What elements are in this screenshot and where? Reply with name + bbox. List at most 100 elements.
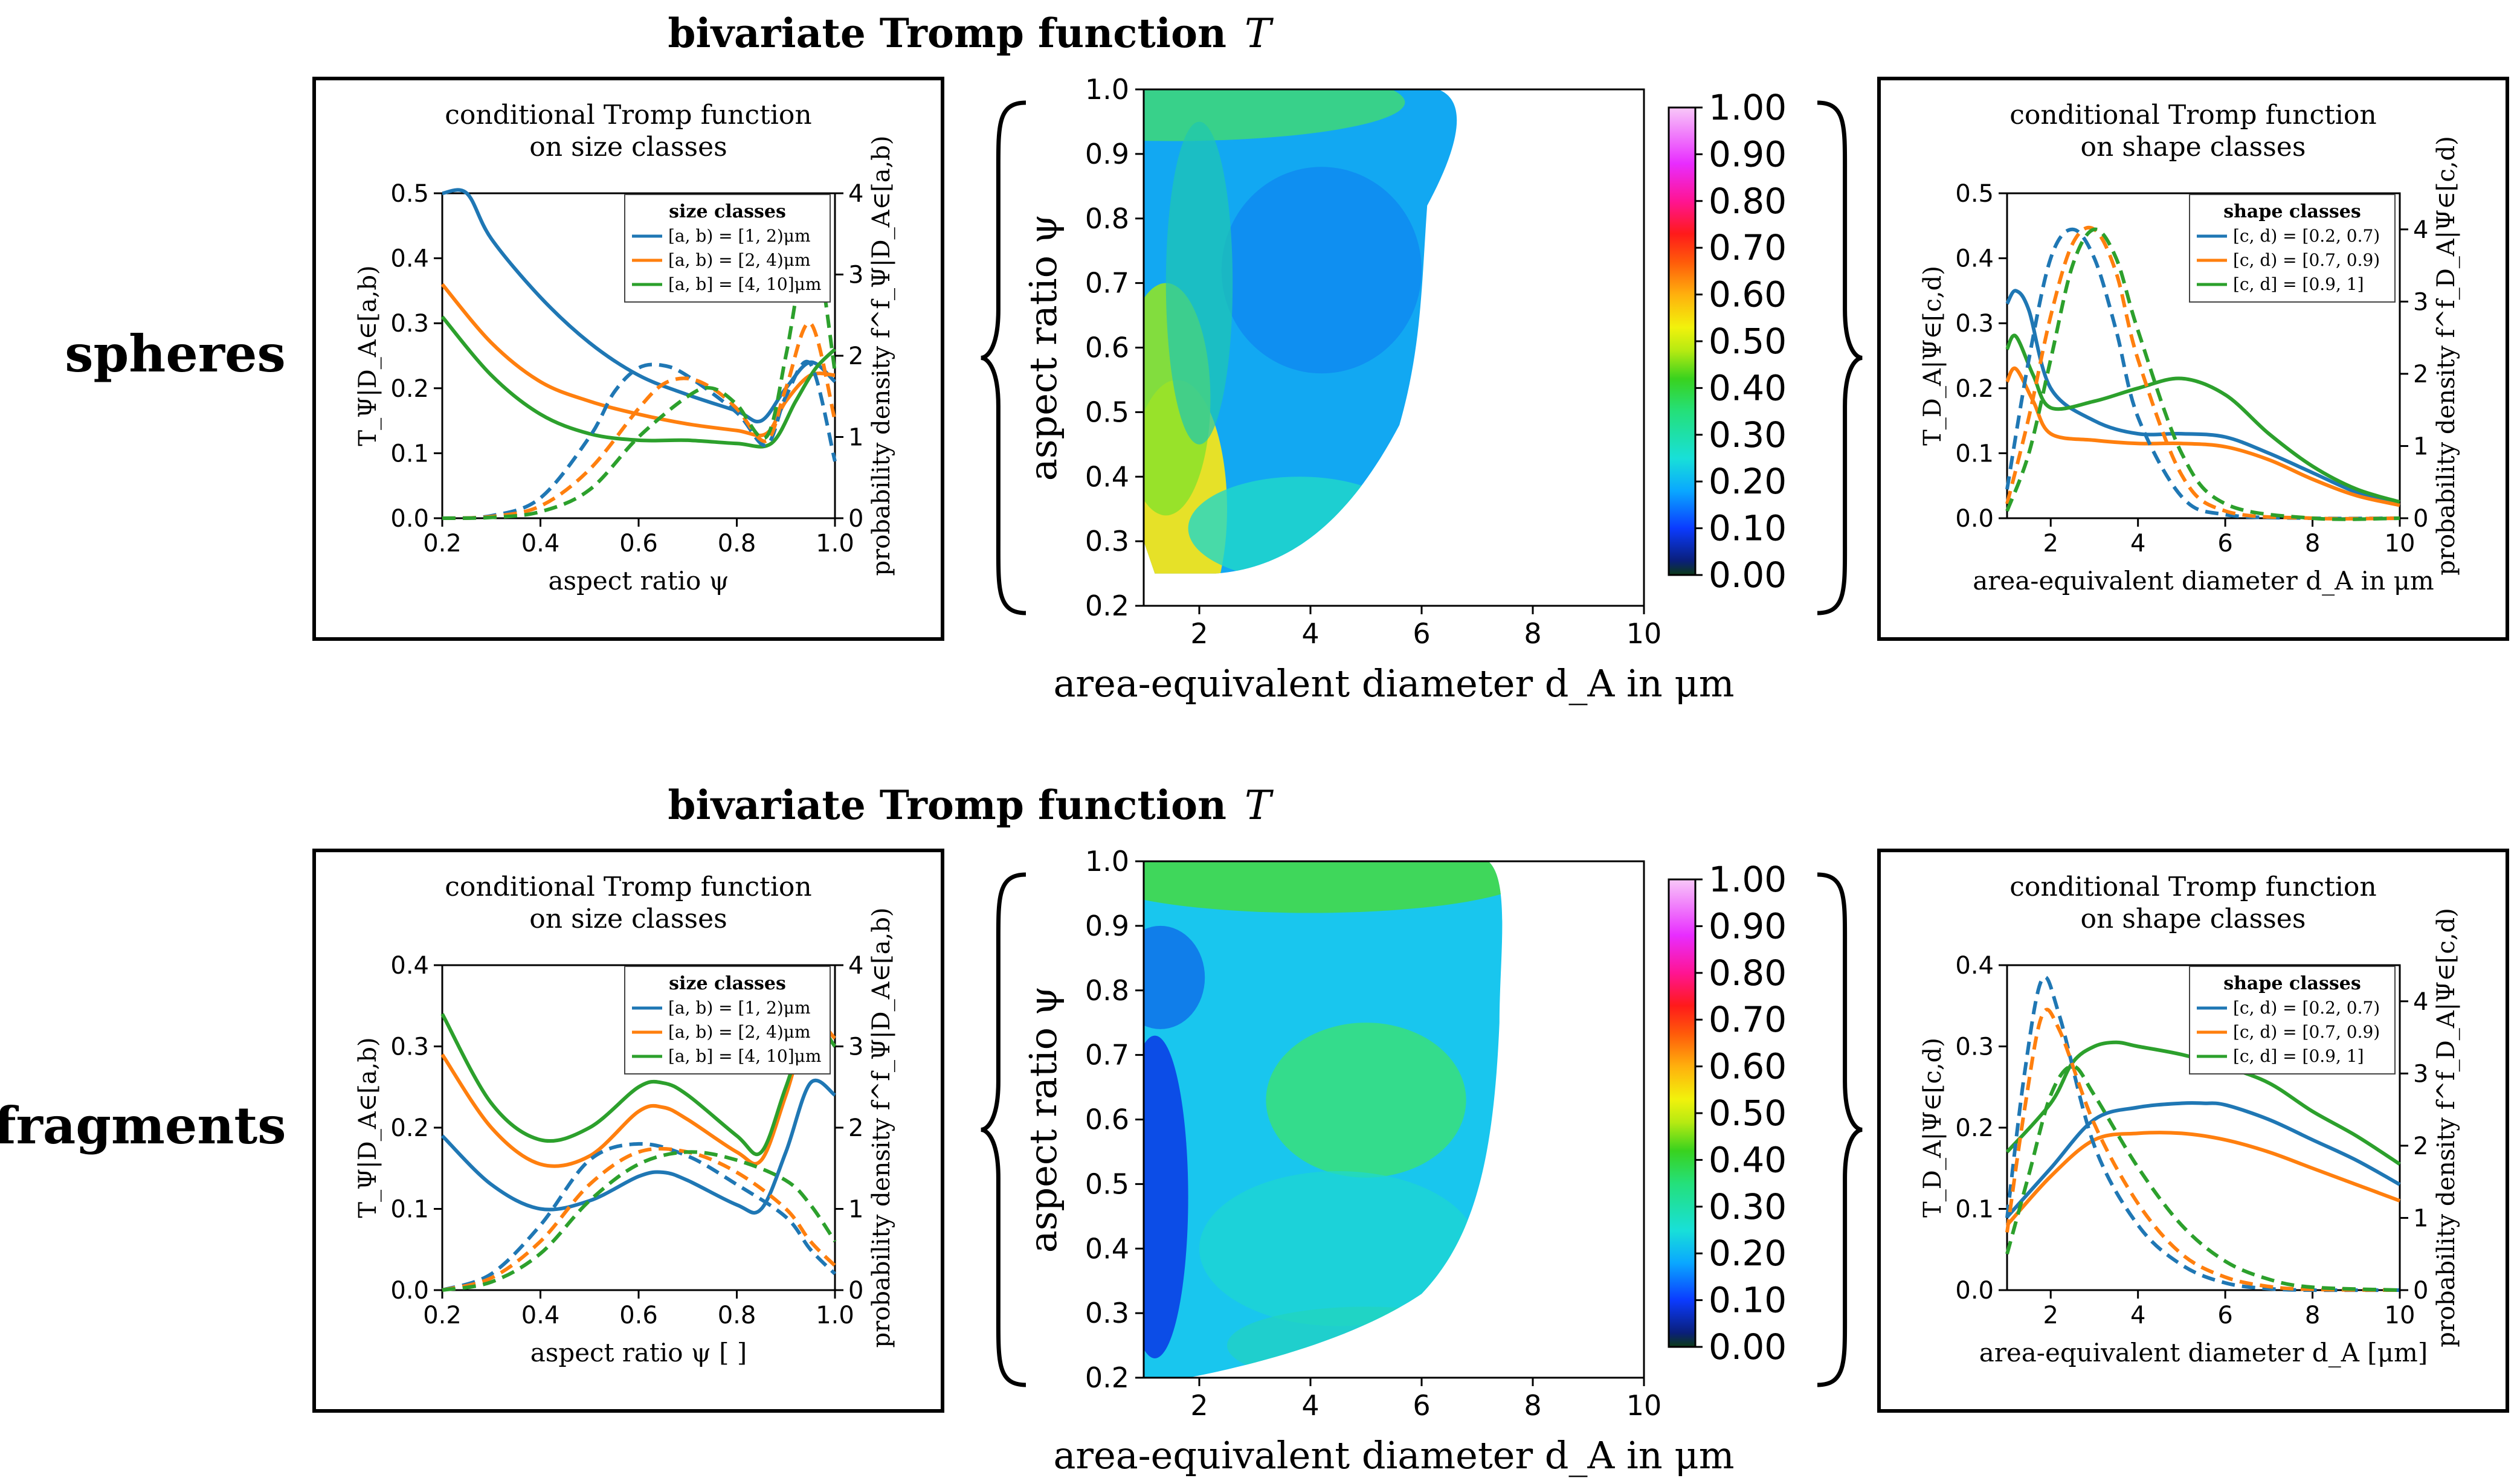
colorbar [1668,878,1697,1348]
colorbar-tick-label: 0.30 [1709,414,1787,455]
x-tick-label: 4 [2130,1302,2145,1329]
right-brace [1817,100,1863,615]
colorbar-tick-label: 0.00 [1709,1326,1787,1367]
series-line-0 [2005,1101,2401,1218]
colorbar-tick-label: 0.90 [1709,133,1787,175]
x-tick-label: 8 [2305,1302,2320,1329]
series-line-2 [440,315,837,449]
y-tick-label: 0.8 [1085,974,1129,1007]
legend-entry: [a, b] = [4, 10]μm [668,1046,821,1066]
heatmap-region-4 [1199,1171,1477,1326]
heatmap-region-0 [1144,861,1503,913]
heatmap-title-symbol: T [1245,782,1274,829]
bivariate-panel-spheres: bivariate Tromp function T2 4 6 8 100.20.30.4… [668,10,1787,705]
subplot-frame [1877,849,2509,1413]
y-tick-label-left: 0.4 [1955,245,1994,273]
y-tick-label: 0.2 [1085,589,1129,622]
series-line-5 [442,1150,837,1292]
legend-entry: [a, b) = [1, 2)μm [668,998,811,1018]
y-tick-label: 0.6 [1085,1103,1129,1136]
x-tick-label: 10 [1626,1389,1662,1422]
y-tick-label: 0.5 [1085,1168,1129,1200]
y-tick-label: 1.0 [1085,845,1129,878]
series-line-4 [442,321,837,520]
subplot-subtitle: on shape classes [2081,132,2306,162]
series-line-0 [440,1078,836,1215]
y-tick-label: 1.0 [1085,73,1129,106]
heatmap-region-3 [1266,1023,1466,1178]
x-tick-label: 0.4 [521,1302,560,1329]
y-tick-label-right: 1 [848,424,863,452]
legend-entry: [c, d] = [0.9, 1] [2233,1046,2364,1066]
series-line-0 [2005,289,2400,507]
left-brace [981,100,1026,615]
y-axis-label-right: probability density f^f_Ψ|D_A∈[a,b) [868,135,895,576]
heatmap-region-2 [1144,89,1405,141]
subplot-subtitle: on shape classes [2081,904,2306,934]
subplot-subtitle: on size classes [529,904,727,934]
x-tick-label: 6 [1413,1389,1430,1422]
y-tick-label: 0.4 [1085,460,1129,493]
x-tick-label: 0.6 [619,530,658,557]
y-tick-label-right: 0 [2413,1277,2428,1305]
heatmap-title-symbol: T [1245,10,1274,57]
y-axis-label-left: T_D_A|Ψ∈[c,d) [1919,266,1947,446]
colorbar-tick-label: 0.90 [1709,905,1787,946]
x-tick-label: 0.8 [718,530,756,557]
series-line-1 [440,283,836,438]
colorbar-tick-label: 1.00 [1709,859,1787,900]
y-tick-label-left: 0.3 [390,1033,429,1061]
y-axis-label-right: probability density f^f_D_A|Ψ∈[c,d) [2432,136,2460,576]
y-tick-label-left: 0.3 [1955,310,1994,338]
x-tick-label: 0.2 [423,530,462,557]
x-tick-label: 0.8 [718,1302,756,1329]
x-tick-label: 8 [1524,617,1541,650]
y-tick-label-left: 0.4 [1955,952,1994,980]
y-tick-label-right: 3 [848,262,863,289]
y-tick-label-right: 4 [2413,988,2428,1016]
legend-entry: [c, d) = [0.2, 0.7) [2233,998,2380,1018]
x-tick-label: 6 [2217,530,2232,557]
x-tick-label: 2 [2043,1302,2058,1329]
colorbar-tick-label: 0.50 [1709,1093,1787,1134]
legend-title: size classes [669,201,786,222]
colorbar-tick-label: 0.40 [1709,367,1787,408]
y-tick-label-left: 0.3 [390,310,429,338]
legend-title: size classes [669,973,786,994]
y-tick-label-right: 3 [2413,1060,2428,1088]
y-tick-label-left: 0.0 [390,1277,429,1305]
y-tick-label-left: 0.1 [1955,440,1994,467]
y-tick-label: 0.9 [1085,910,1129,942]
series-line-3 [2005,975,2400,1293]
subplot-title: conditional Tromp function [445,872,812,902]
y-tick-label-right: 4 [848,952,863,980]
subplot-title: conditional Tromp function [445,100,812,130]
legend-entry: [a, b] = [4, 10]μm [668,274,821,294]
series-line-1 [440,1018,837,1168]
y-tick-label-right: 0 [2413,505,2428,533]
series-line-5 [2005,1064,2400,1292]
heatmap-region-5 [1227,1306,1503,1378]
colorbar-tick-label: 0.20 [1709,1233,1787,1274]
x-axis-label: area-equivalent diameter d_A in μm [1053,1433,1734,1477]
heatmap-field [1144,861,1503,1378]
y-tick-label-left: 0.4 [390,952,429,980]
y-axis-label-left: T_Ψ|D_A∈[a,b) [354,1037,382,1218]
subplot-frame [1877,77,2509,641]
y-tick-label-left: 0.2 [1955,375,1994,403]
colorbar-tick-label: 0.40 [1709,1139,1787,1180]
x-tick-label: 0.2 [423,1302,462,1329]
series-line-1 [2005,1131,2401,1227]
colorbar-tick-label: 0.00 [1709,554,1787,596]
colorbar-tick-label: 0.80 [1709,952,1787,994]
y-tick-label-left: 0.1 [390,440,429,467]
series-line-4 [2005,1007,2400,1292]
y-tick-label-right: 4 [2413,216,2428,244]
subplot-title: conditional Tromp function [2009,100,2377,130]
y-tick-label: 0.3 [1085,525,1129,557]
legend-entry: [c, d] = [0.9, 1] [2233,274,2364,294]
y-axis-label: aspect ratio ψ [1021,986,1065,1253]
